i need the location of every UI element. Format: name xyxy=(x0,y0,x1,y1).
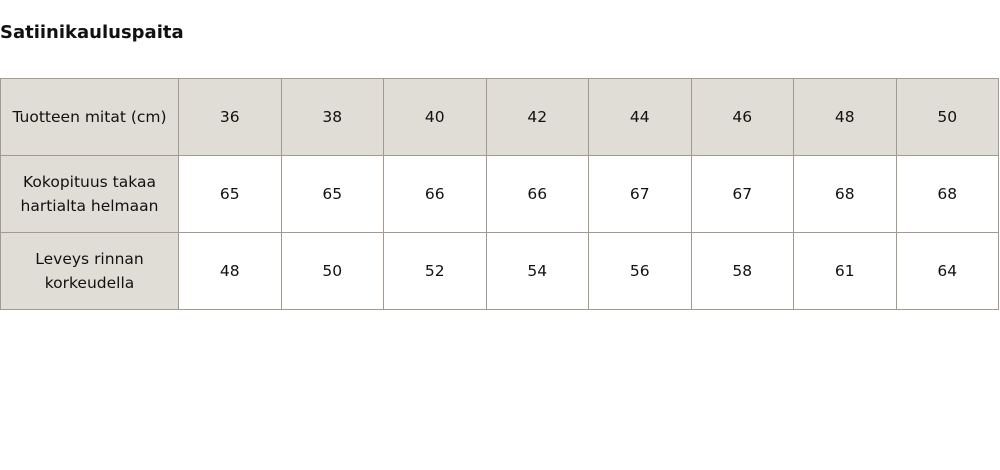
size-header-cell: 38 xyxy=(280,78,384,156)
measurement-cell: 67 xyxy=(690,155,794,233)
header-row: Tuotteen mitat (cm) 36 38 40 42 44 46 48 50 xyxy=(0,78,999,156)
measurement-cell: 66 xyxy=(485,155,589,233)
measurement-cell: 66 xyxy=(383,155,487,233)
size-header-cell: 48 xyxy=(793,78,897,156)
size-header-cell: 36 xyxy=(178,78,282,156)
measurement-cell: 58 xyxy=(690,232,794,310)
row-label: Leveys rinnan korkeudella xyxy=(0,232,179,310)
table-row: Leveys rinnan korkeudella 48 50 52 54 56 58 61 6… xyxy=(0,232,999,310)
size-header-cell: 44 xyxy=(588,78,692,156)
measurement-cell: 61 xyxy=(793,232,897,310)
page-title: Satiinikauluspaita xyxy=(0,22,184,43)
measurement-cell: 68 xyxy=(793,155,897,233)
measurement-cell: 68 xyxy=(895,155,999,233)
row-label: Kokopituus takaa hartialta helmaan xyxy=(0,155,179,233)
row-label: Tuotteen mitat (cm) xyxy=(0,78,179,156)
measurement-cell: 56 xyxy=(588,232,692,310)
measurement-cell: 48 xyxy=(178,232,282,310)
size-header-cell: 40 xyxy=(383,78,487,156)
size-header-cell: 46 xyxy=(690,78,794,156)
size-table: Tuotteen mitat (cm) 36 38 40 42 44 46 48 50 Kokop… xyxy=(0,78,999,310)
measurement-cell: 65 xyxy=(280,155,384,233)
measurement-cell: 65 xyxy=(178,155,282,233)
size-header-cell: 42 xyxy=(485,78,589,156)
size-header-cell: 50 xyxy=(895,78,999,156)
measurement-cell: 67 xyxy=(588,155,692,233)
measurement-cell: 54 xyxy=(485,232,589,310)
measurement-cell: 52 xyxy=(383,232,487,310)
measurement-cell: 50 xyxy=(280,232,384,310)
table-row: Kokopituus takaa hartialta helmaan 65 65 66… xyxy=(0,155,999,233)
measurement-cell: 64 xyxy=(895,232,999,310)
